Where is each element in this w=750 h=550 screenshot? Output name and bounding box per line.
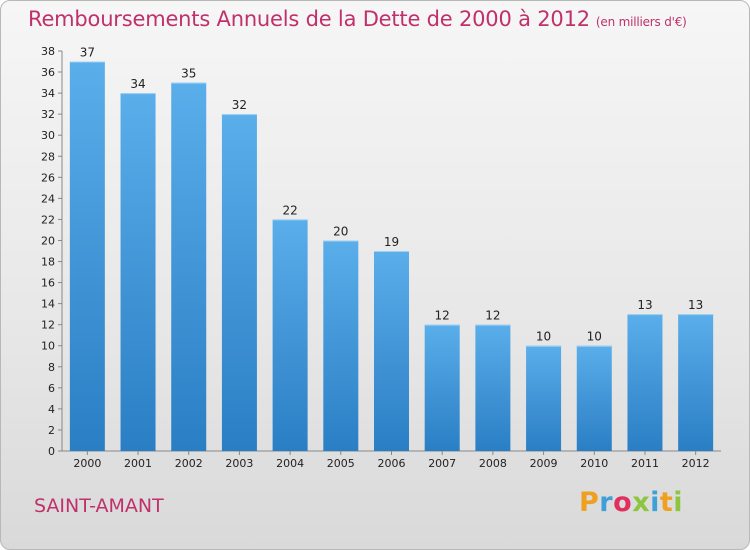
- y-tick-label: 6: [48, 382, 55, 395]
- chart-unit: (en milliers d'€): [595, 15, 687, 29]
- y-tick-label: 38: [41, 45, 55, 58]
- bar: [221, 114, 257, 451]
- x-tick-label: 2000: [73, 457, 101, 470]
- data-label: 12: [435, 309, 450, 323]
- data-label: 20: [333, 224, 348, 238]
- x-tick-label: 2005: [327, 457, 355, 470]
- bar: [272, 219, 308, 451]
- bar: [120, 93, 156, 452]
- bar: [627, 314, 663, 451]
- data-label: 34: [130, 77, 145, 91]
- data-label: 19: [384, 235, 399, 249]
- y-tick-label: 36: [41, 66, 55, 79]
- bar: [526, 345, 562, 451]
- data-label: 13: [637, 298, 652, 312]
- logo-letter: r: [599, 487, 614, 518]
- x-tick-label: 2003: [225, 457, 253, 470]
- y-tick-label: 32: [41, 108, 55, 121]
- bar: [678, 314, 714, 451]
- y-tick-label: 30: [41, 129, 55, 142]
- data-label: 37: [80, 46, 95, 60]
- chart-title: Remboursements Annuels de la Dette de 20…: [28, 7, 687, 31]
- bar: [69, 61, 105, 452]
- y-tick-label: 4: [48, 403, 55, 416]
- x-tick-label: 2001: [124, 457, 152, 470]
- bar: [374, 251, 409, 451]
- x-tick-label: 2002: [175, 457, 203, 470]
- data-label: 13: [688, 298, 703, 312]
- y-tick-label: 12: [41, 319, 55, 332]
- y-tick-label: 14: [41, 298, 55, 311]
- x-tick-label: 2011: [631, 457, 659, 470]
- logo-letter: t: [659, 487, 674, 518]
- y-tick-label: 24: [41, 192, 55, 205]
- bar: [323, 240, 359, 451]
- commune-name: SAINT-AMANT: [34, 495, 164, 517]
- x-tick-label: 2008: [479, 457, 507, 470]
- x-tick-label: 2007: [428, 457, 456, 470]
- data-label: 22: [282, 203, 297, 217]
- logo-letter: o: [613, 487, 633, 518]
- data-label: 10: [587, 330, 602, 344]
- proxiti-logo: Proxiti: [579, 487, 683, 518]
- data-label: 35: [181, 67, 196, 81]
- bar: [475, 324, 511, 451]
- logo-letter: i: [650, 487, 660, 518]
- x-tick-label: 2012: [682, 457, 710, 470]
- y-tick-label: 26: [41, 171, 55, 184]
- y-tick-label: 16: [41, 277, 55, 290]
- y-tick-label: 22: [41, 213, 55, 226]
- x-tick-label: 2010: [580, 457, 608, 470]
- data-label: 32: [232, 98, 247, 112]
- data-label: 12: [485, 309, 500, 323]
- chart-title-text: Remboursements Annuels de la Dette de 20…: [28, 7, 590, 31]
- y-tick-label: 20: [41, 234, 55, 247]
- data-label: 10: [536, 330, 551, 344]
- y-tick-label: 8: [48, 361, 55, 374]
- logo-letter: P: [579, 487, 600, 518]
- x-tick-label: 2009: [530, 457, 558, 470]
- y-tick-label: 28: [41, 150, 55, 163]
- bar: [576, 345, 612, 451]
- logo-letter: i: [673, 487, 684, 518]
- x-tick-label: 2004: [276, 457, 304, 470]
- bars: 37 34 35 32 22 20 19 12 12 10 10 13 13: [69, 46, 714, 452]
- y-tick-label: 18: [41, 256, 55, 269]
- y-tick-label: 34: [41, 87, 55, 100]
- logo-letter: x: [632, 487, 651, 518]
- bar: [424, 324, 460, 451]
- y-tick-label: 10: [41, 340, 55, 353]
- x-tick-label: 2006: [378, 457, 406, 470]
- y-tick-label: 0: [48, 445, 55, 458]
- y-tick-label: 2: [48, 424, 55, 437]
- bar: [171, 82, 207, 451]
